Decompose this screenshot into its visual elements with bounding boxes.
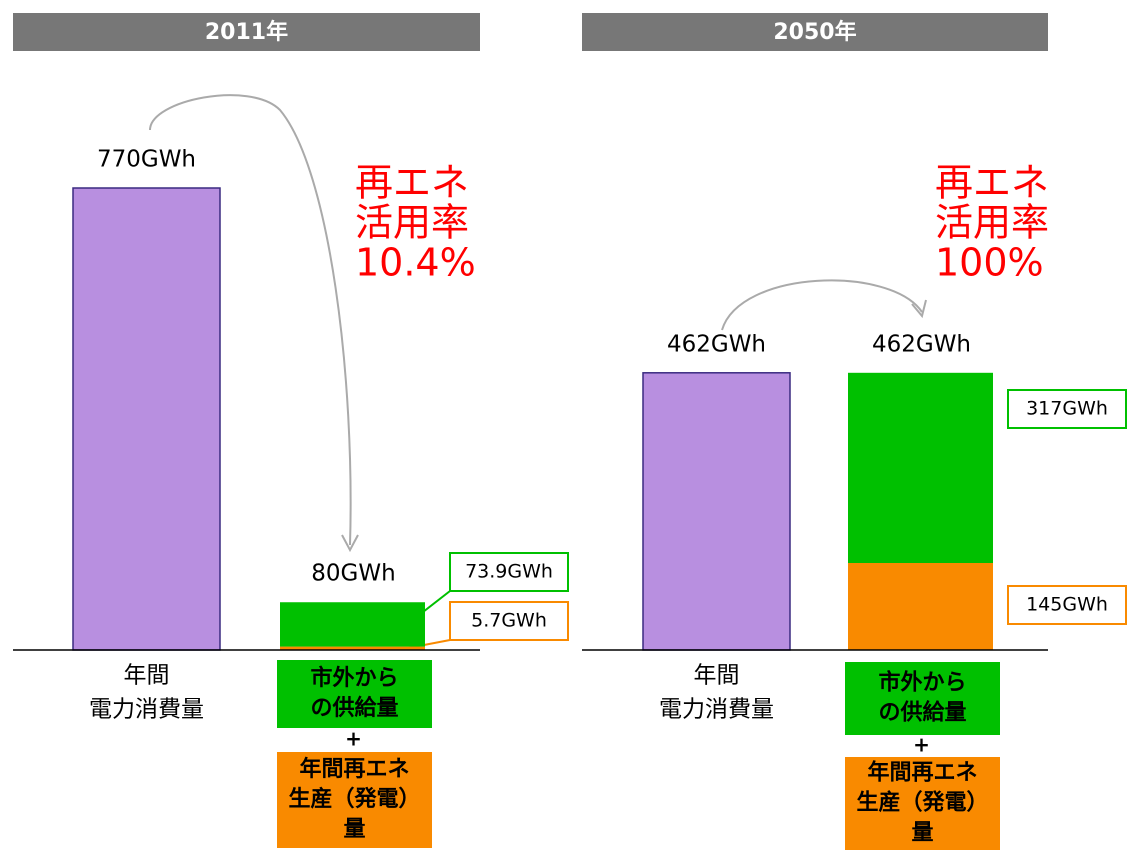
value-label-box xyxy=(449,552,569,592)
panel-title: 2011年 xyxy=(205,19,288,45)
value-label-box xyxy=(449,601,569,641)
value-label: 145GWh xyxy=(1026,594,1108,616)
value-label: 770GWh xyxy=(97,147,196,173)
rate-annotation: 活用率 xyxy=(355,201,469,245)
rate-annotation: 再エネ xyxy=(355,161,469,205)
bar xyxy=(72,187,221,651)
category-label: 年間再エネ xyxy=(299,756,409,782)
category-box xyxy=(845,757,1000,850)
category-box xyxy=(277,660,432,728)
value-label: 73.9GWh xyxy=(465,561,553,583)
bar-segment xyxy=(848,372,993,563)
total-label: 80GWh xyxy=(311,561,395,587)
panel-header xyxy=(582,13,1048,51)
arrow xyxy=(149,94,352,546)
value-label: 462GWh xyxy=(667,331,766,357)
rate-annotation: 再エネ xyxy=(935,161,1049,205)
bar-segment xyxy=(280,602,425,647)
bar xyxy=(642,372,791,651)
value-label-box xyxy=(1007,585,1127,625)
category-label: 量 xyxy=(911,821,933,846)
connector xyxy=(406,639,451,650)
category-label: 生産（発電） xyxy=(856,790,988,816)
value-label: 317GWh xyxy=(1026,398,1108,420)
rate-annotation: 10.4% xyxy=(355,241,476,285)
category-label: 市外から xyxy=(310,665,398,691)
plus-sign: + xyxy=(345,727,362,751)
panel-title: 2050年 xyxy=(773,19,856,45)
rate-annotation: 100% xyxy=(935,241,1044,285)
category-label: 年間再エネ xyxy=(867,760,977,786)
plus-sign: + xyxy=(913,733,930,757)
total-label: 462GWh xyxy=(872,331,971,357)
connector xyxy=(406,590,451,626)
category-box xyxy=(845,662,1000,735)
category-label: 電力消費量 xyxy=(89,697,204,723)
rate-annotation: 活用率 xyxy=(935,201,1049,245)
category-label: 生産（発電） xyxy=(288,786,420,812)
category-label: 量 xyxy=(343,817,365,842)
bar-segment xyxy=(848,563,993,650)
category-label: 市外から xyxy=(878,670,966,696)
arrow-head xyxy=(341,534,359,553)
category-label: の供給量 xyxy=(878,700,966,726)
value-label-box xyxy=(1007,389,1127,429)
arrow-head xyxy=(911,299,927,319)
arrow xyxy=(721,279,923,331)
panel-header xyxy=(13,13,480,51)
category-label: 年間 xyxy=(694,663,740,689)
category-label: の供給量 xyxy=(310,695,398,721)
category-box xyxy=(277,752,432,848)
category-label: 年間 xyxy=(124,663,170,689)
value-label: 5.7GWh xyxy=(471,610,547,632)
bar-segment xyxy=(280,646,425,650)
category-label: 電力消費量 xyxy=(659,697,774,723)
